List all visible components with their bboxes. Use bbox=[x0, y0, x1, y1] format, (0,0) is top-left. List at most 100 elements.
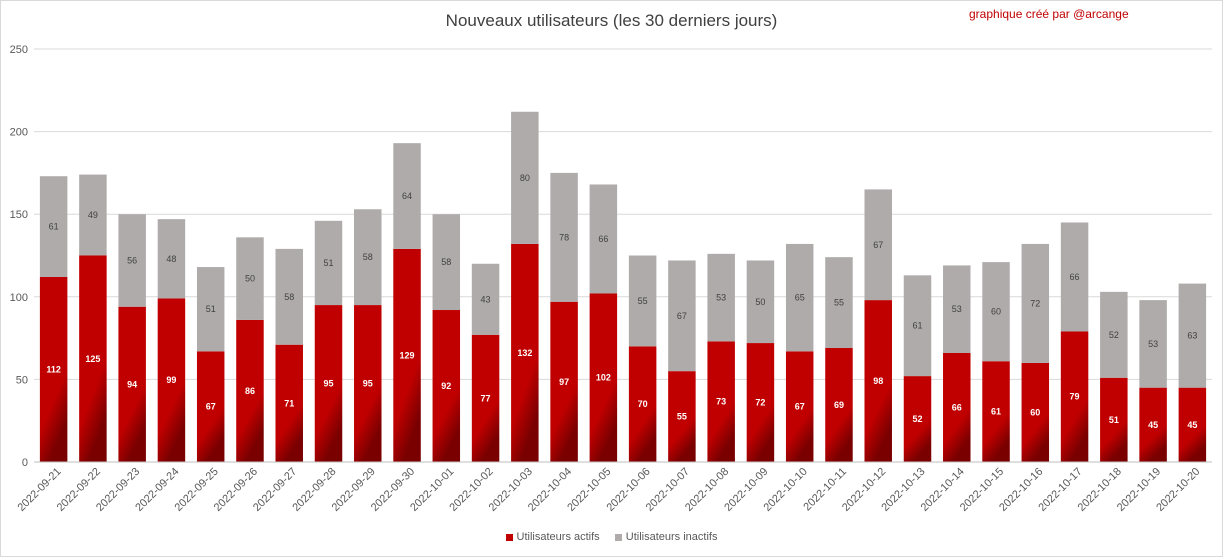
chart-title: Nouveaux utilisateurs (les 30 derniers j… bbox=[445, 11, 778, 30]
legend-item-active: Utilisateurs actifs bbox=[505, 531, 600, 543]
y-tick-label: 250 bbox=[10, 44, 28, 56]
bar-inactive bbox=[550, 172, 578, 302]
bar-inactive bbox=[1178, 283, 1207, 388]
data-label-active: 79 bbox=[1070, 392, 1080, 402]
y-tick-label: 150 bbox=[10, 209, 28, 221]
y-tick-label: 200 bbox=[10, 127, 28, 139]
bar-active bbox=[668, 371, 696, 462]
legend-swatch-inactive bbox=[614, 533, 622, 541]
legend-label-inactive: Utilisateurs inactifs bbox=[625, 531, 718, 543]
data-label-active: 67 bbox=[206, 402, 216, 412]
data-label-inactive: 50 bbox=[245, 274, 255, 284]
data-label-active: 66 bbox=[952, 402, 962, 412]
bar-active bbox=[903, 376, 932, 462]
bar-active bbox=[943, 352, 971, 462]
data-label-active: 86 bbox=[245, 386, 255, 396]
bar-active bbox=[432, 310, 461, 462]
bar-inactive bbox=[79, 174, 107, 256]
bar-active bbox=[471, 334, 500, 462]
data-label-active: 60 bbox=[1030, 407, 1040, 417]
bar-inactive bbox=[1139, 300, 1167, 388]
data-label-inactive: 50 bbox=[755, 297, 765, 307]
legend-item-inactive: Utilisateurs inactifs bbox=[614, 531, 718, 543]
bar-inactive bbox=[825, 257, 853, 349]
data-label-inactive: 53 bbox=[716, 293, 726, 303]
data-label-inactive: 58 bbox=[284, 292, 294, 302]
data-label-active: 67 bbox=[795, 402, 805, 412]
bar-inactive bbox=[746, 260, 775, 344]
bar-active bbox=[825, 348, 853, 462]
data-labels: 112 61 125 49 94 56 99 48 67 51 86 50 71 58 95 51 95 58 12… bbox=[46, 173, 1197, 430]
data-label-active: 55 bbox=[677, 412, 687, 422]
bar-active bbox=[589, 293, 618, 462]
bar-inactive bbox=[1021, 243, 1050, 363]
data-label-inactive: 80 bbox=[520, 173, 530, 183]
data-label-active: 45 bbox=[1187, 420, 1197, 430]
bar-active bbox=[1139, 387, 1167, 462]
data-label-inactive: 60 bbox=[991, 307, 1001, 317]
bar-active bbox=[275, 344, 303, 462]
bar-inactive bbox=[275, 248, 303, 345]
data-label-inactive: 53 bbox=[1148, 339, 1158, 349]
y-tick-label: 100 bbox=[10, 292, 28, 304]
data-label-inactive: 63 bbox=[1187, 331, 1197, 341]
bar-active bbox=[236, 319, 264, 462]
bar-inactive bbox=[393, 143, 421, 249]
data-label-inactive: 65 bbox=[795, 293, 805, 303]
bar-active bbox=[746, 343, 775, 462]
data-label-inactive: 53 bbox=[952, 304, 962, 314]
legend-swatch-active bbox=[505, 533, 513, 541]
data-label-active: 97 bbox=[559, 377, 569, 387]
data-label-inactive: 78 bbox=[559, 232, 569, 242]
data-label-active: 102 bbox=[596, 373, 611, 383]
bar-inactive bbox=[1060, 222, 1089, 332]
data-label-active: 95 bbox=[363, 379, 373, 389]
bar-inactive bbox=[196, 267, 225, 352]
bar-inactive bbox=[668, 260, 696, 372]
bar-inactive bbox=[157, 219, 186, 299]
bar-active bbox=[354, 305, 382, 462]
data-label-inactive: 64 bbox=[402, 191, 412, 201]
bar-active bbox=[982, 361, 1010, 462]
bar-active bbox=[864, 300, 892, 462]
y-tick-label: 0 bbox=[22, 457, 28, 469]
chart-credit: graphique créé par @arcange bbox=[969, 7, 1129, 21]
data-label-inactive: 43 bbox=[481, 294, 491, 304]
bar-active bbox=[118, 306, 146, 462]
data-label-active: 52 bbox=[912, 414, 922, 424]
data-label-inactive: 66 bbox=[1070, 272, 1080, 282]
bar-active bbox=[785, 351, 814, 462]
bar-active bbox=[79, 255, 107, 462]
data-label-active: 72 bbox=[755, 398, 765, 408]
data-label-active: 70 bbox=[638, 399, 648, 409]
bar-inactive bbox=[864, 189, 892, 301]
data-label-inactive: 51 bbox=[323, 258, 333, 268]
bar-inactive bbox=[943, 265, 971, 353]
bar-inactive bbox=[903, 275, 932, 377]
data-label-active: 77 bbox=[481, 393, 491, 403]
data-label-active: 129 bbox=[400, 350, 415, 360]
data-label-active: 92 bbox=[441, 381, 451, 391]
bar-inactive bbox=[589, 184, 618, 294]
data-label-active: 99 bbox=[166, 375, 176, 385]
data-label-inactive: 66 bbox=[598, 234, 608, 244]
bar-active bbox=[39, 276, 68, 462]
data-label-active: 73 bbox=[716, 397, 726, 407]
data-label-active: 45 bbox=[1148, 420, 1158, 430]
data-label-inactive: 52 bbox=[1109, 330, 1119, 340]
data-label-inactive: 67 bbox=[873, 240, 883, 250]
bar-inactive bbox=[471, 263, 500, 335]
bar-active bbox=[1100, 377, 1128, 462]
bar-inactive bbox=[707, 253, 735, 342]
data-label-active: 71 bbox=[284, 398, 294, 408]
data-label-inactive: 61 bbox=[49, 222, 59, 232]
data-label-active: 125 bbox=[85, 354, 100, 364]
bar-active bbox=[1060, 331, 1089, 462]
bar-inactive bbox=[511, 111, 539, 244]
bar-active bbox=[511, 243, 539, 462]
bar-inactive bbox=[39, 176, 68, 277]
bar-inactive bbox=[354, 209, 382, 306]
chart-legend: Utilisateurs actifs Utilisateurs inactif… bbox=[1, 531, 1222, 544]
